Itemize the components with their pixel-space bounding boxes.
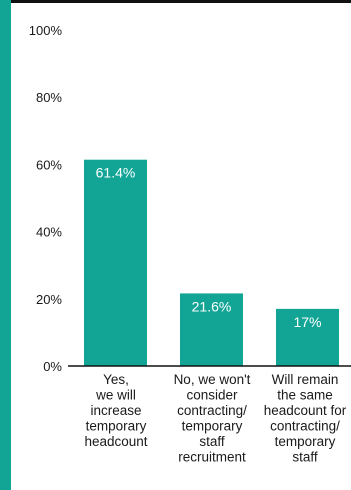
y-tick-label: 60% bbox=[36, 157, 62, 172]
x-axis-categories: Yes, we will increase temporary headcount No,… bbox=[84, 372, 346, 465]
bar-value-label: 17% bbox=[293, 314, 321, 330]
x-category-label: No, we won't consider contracting/temporar… bbox=[174, 372, 251, 465]
left-accent-bar bbox=[0, 0, 11, 490]
x-category-label: Yes, we will increase temporary headcount bbox=[84, 372, 147, 449]
y-tick-label: 100% bbox=[29, 23, 63, 38]
y-axis-ticks: 0% 20% 40% 60% 80% 100% bbox=[29, 23, 63, 374]
y-tick-label: 0% bbox=[43, 359, 62, 374]
bar bbox=[180, 293, 243, 366]
bars: 61.4% 21.6% 17% bbox=[84, 159, 339, 366]
y-tick-label: 20% bbox=[36, 292, 62, 307]
bar bbox=[276, 308, 339, 366]
y-tick-label: 80% bbox=[36, 90, 62, 105]
bar-value-label: 61.4% bbox=[96, 165, 136, 181]
top-rule bbox=[11, 0, 351, 3]
bar bbox=[84, 159, 147, 366]
x-category-label: Will remain the same headcount for contract… bbox=[264, 372, 347, 465]
y-tick-label: 40% bbox=[36, 225, 62, 240]
bar-value-label: 21.6% bbox=[192, 298, 232, 314]
